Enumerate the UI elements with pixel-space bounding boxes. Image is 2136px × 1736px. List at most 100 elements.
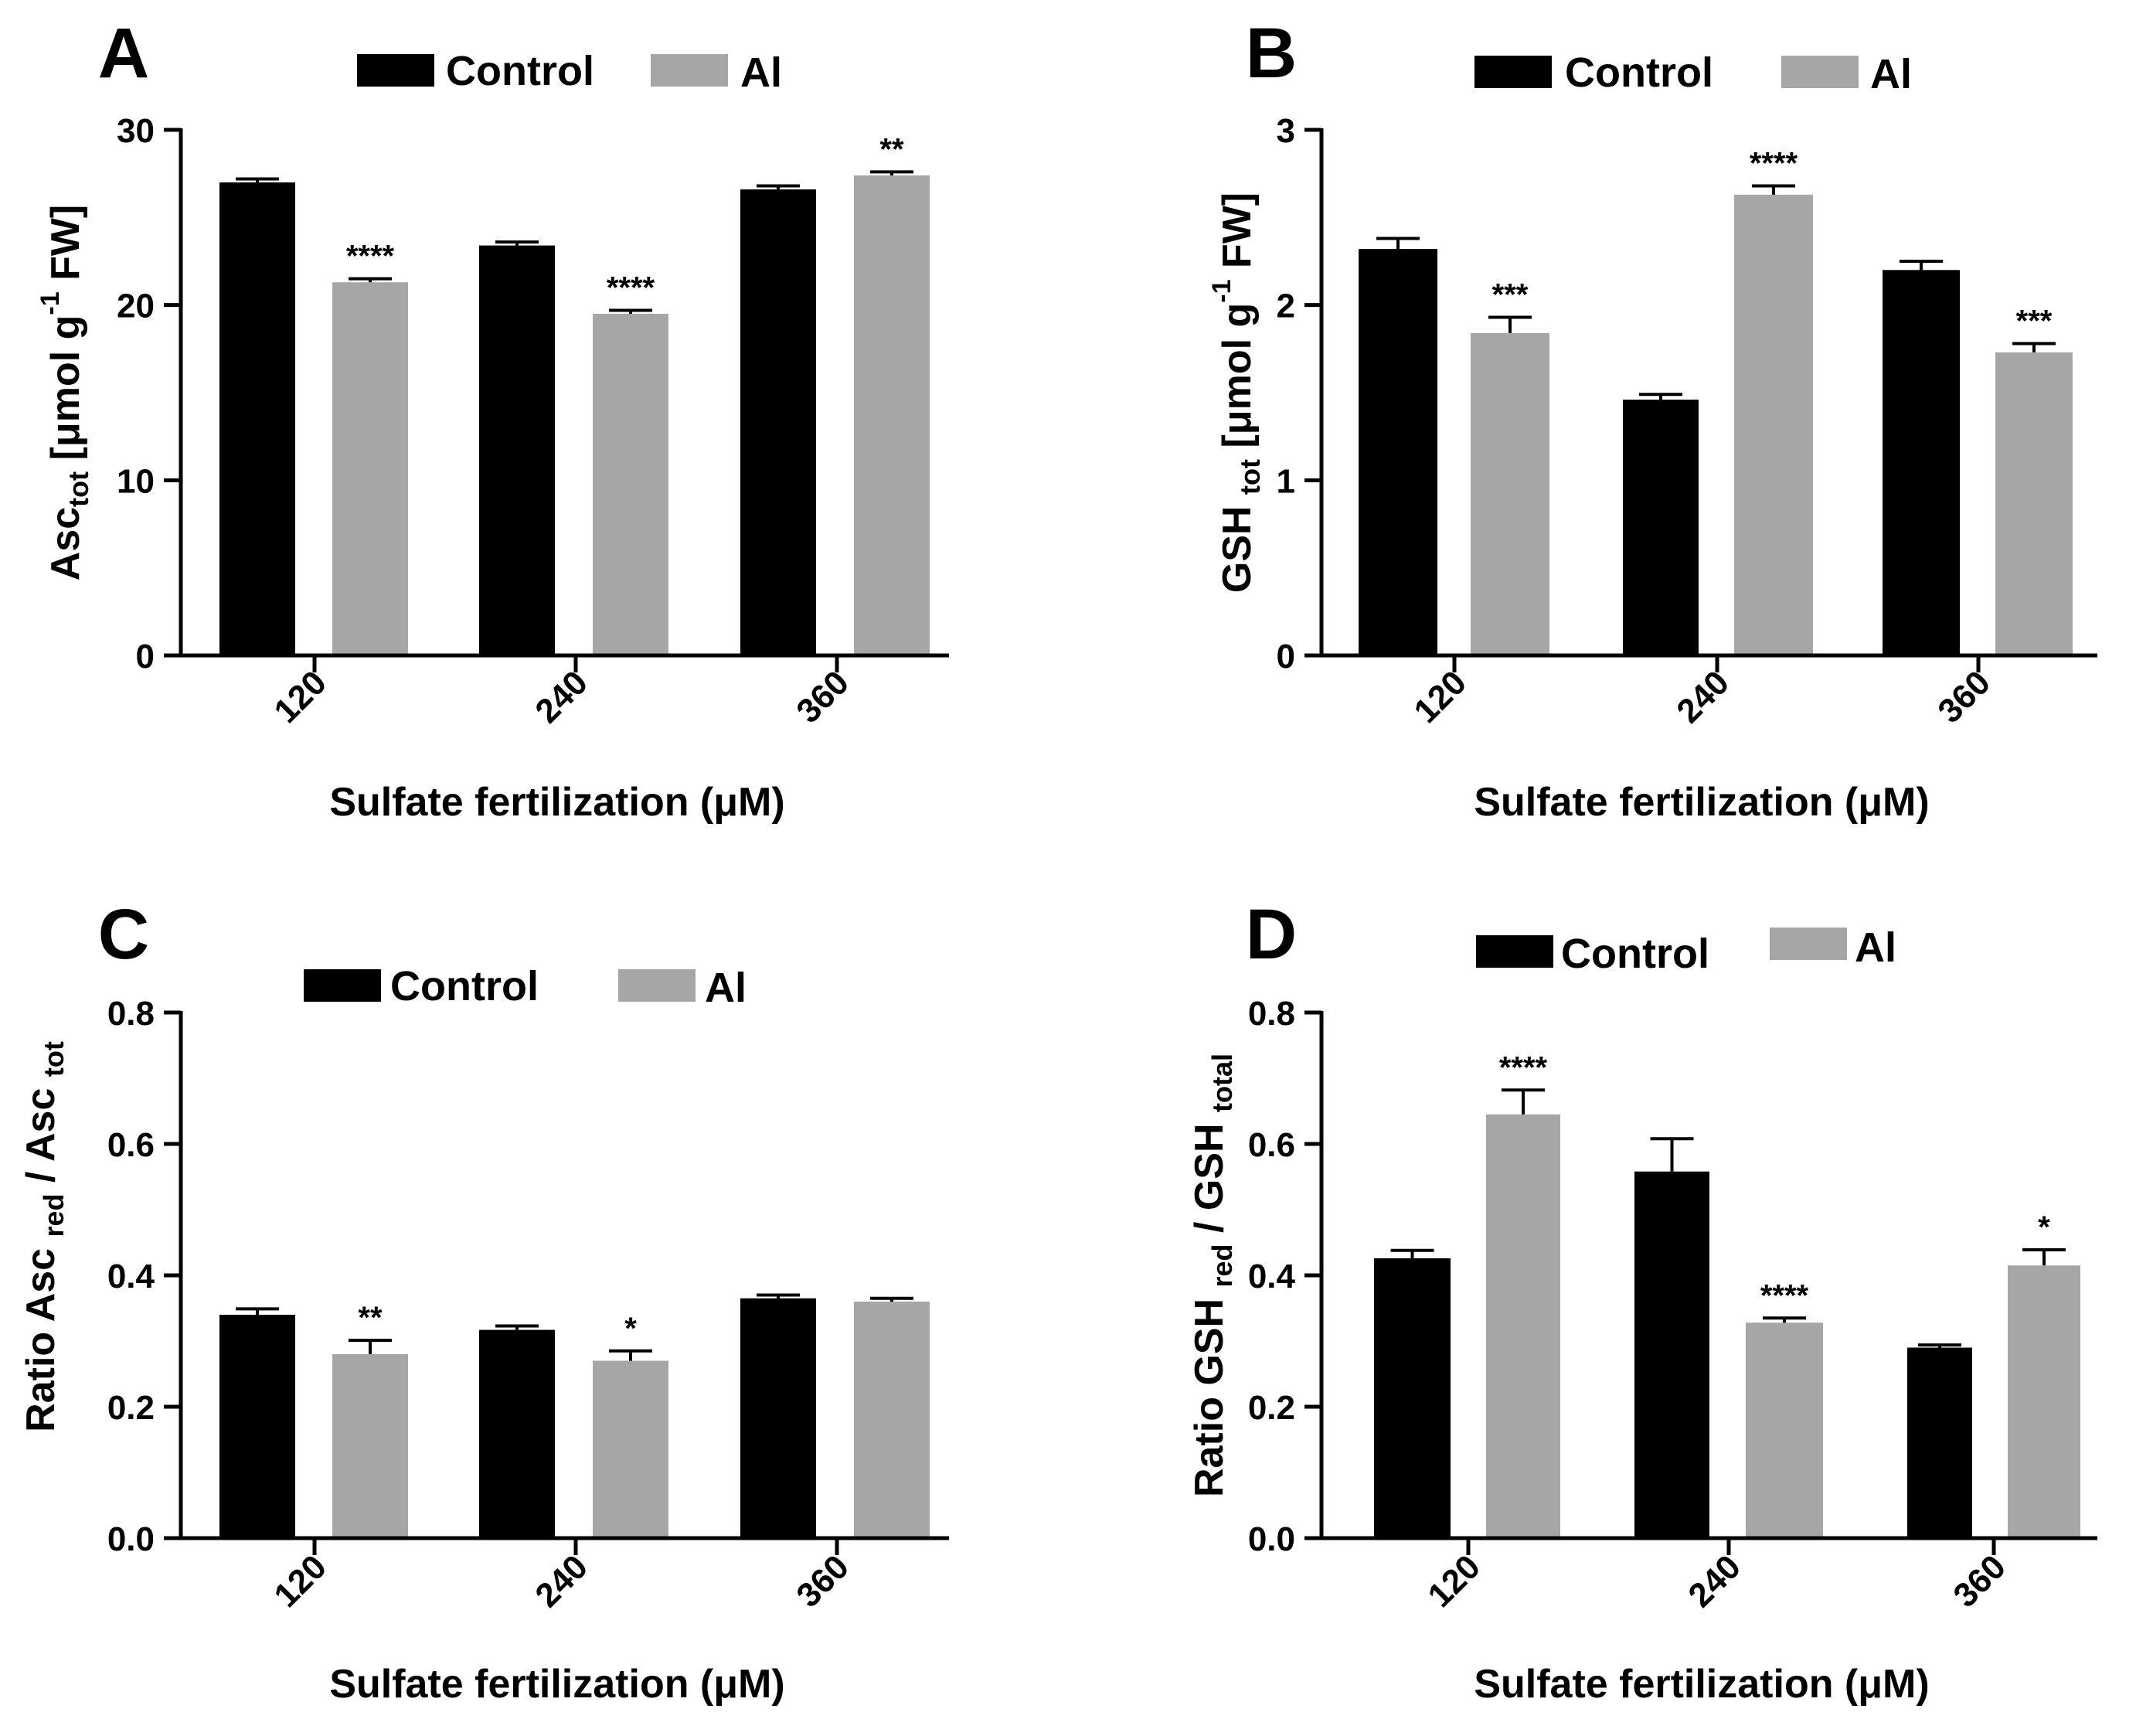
significance-al-240: **** (607, 271, 655, 305)
bar-al-240 (593, 1360, 668, 1538)
x-tick-label-120: 120 (1406, 663, 1474, 730)
x-axis-label: Sulfate fertilization (μM) (329, 1662, 784, 1707)
legend: Control Al (1476, 924, 1896, 977)
significance-al-240: **** (1750, 147, 1798, 181)
y-tick-label: 0 (136, 638, 155, 676)
legend-swatch-al (651, 54, 728, 87)
y-tick-label: 0.4 (1248, 1258, 1296, 1295)
x-axis-label: Sulfate fertilization (μM) (1474, 1662, 1929, 1707)
bar-control-360 (740, 189, 816, 656)
legend-swatch-control (304, 969, 381, 1002)
y-axis-label: GSH tot [μmol g-1 FW] (1207, 192, 1266, 593)
legend-label-control: Control (1561, 931, 1709, 977)
y-tick-label: 0.6 (107, 1126, 155, 1164)
x-tick-label-120: 120 (1420, 1547, 1488, 1615)
panel-letter: D (1246, 895, 1297, 974)
bar-al-360 (1995, 352, 2073, 655)
y-tick-label: 20 (117, 288, 155, 325)
bar-control-360 (1907, 1347, 1972, 1538)
legend-label-control: Control (390, 963, 539, 1009)
y-tick-label: 0.8 (107, 995, 155, 1033)
y-tick-label: 0 (1277, 638, 1295, 676)
significance-al-120: **** (1499, 1050, 1548, 1084)
bar-al-240 (1734, 194, 1813, 655)
legend-label-al: Al (1870, 51, 1912, 97)
bar-al-120 (332, 282, 408, 655)
significance-al-360: ** (879, 132, 904, 166)
x-axis-label: Sulfate fertilization (μM) (1474, 780, 1929, 825)
y-tick-label: 0.8 (1248, 995, 1295, 1033)
legend-label-al: Al (1855, 924, 1896, 971)
y-tick-label: 30 (117, 112, 155, 150)
panel-letter: B (1246, 14, 1297, 93)
bar-control-120 (219, 182, 295, 655)
significance-al-120: **** (346, 240, 395, 274)
y-tick-label: 0.0 (107, 1520, 155, 1558)
bar-al-360 (2008, 1265, 2080, 1538)
x-tick-label-240: 240 (528, 663, 595, 730)
bar-al-240 (1746, 1322, 1823, 1538)
significance-al-240: **** (1760, 1278, 1809, 1312)
bar-al-120 (332, 1354, 408, 1538)
y-tick-label: 0.4 (107, 1258, 155, 1295)
bar-al-360 (854, 175, 930, 655)
y-tick-label: 0.6 (1248, 1126, 1295, 1164)
legend: Control Al (304, 963, 747, 1011)
legend-label-control: Control (1565, 49, 1713, 96)
legend-label-control: Control (446, 48, 594, 94)
bar-al-360 (854, 1302, 930, 1538)
y-axis-label: Ratio GSH red / GSH total (1187, 1054, 1238, 1497)
legend-swatch-control (1476, 935, 1553, 968)
x-tick-label-120: 120 (267, 663, 334, 730)
significance-al-360: * (2038, 1210, 2050, 1244)
significance-al-360: *** (2016, 305, 2053, 339)
legend-swatch-al (618, 969, 696, 1002)
panel-letter: A (98, 14, 149, 93)
y-tick-label: 1 (1277, 462, 1295, 500)
bar-control-240 (1623, 400, 1699, 655)
legend: Control Al (1474, 49, 1912, 97)
x-tick-label-360: 360 (1946, 1547, 2013, 1615)
bar-control-120 (219, 1315, 295, 1538)
bar-al-120 (1486, 1114, 1560, 1538)
x-tick-label-120: 120 (267, 1547, 334, 1615)
bar-control-240 (1634, 1171, 1709, 1538)
x-tick-label-360: 360 (789, 1547, 856, 1615)
x-tick-label-240: 240 (1669, 663, 1736, 730)
x-tick-label-240: 240 (1681, 1547, 1748, 1615)
bar-control-360 (1883, 270, 1960, 655)
bar-control-240 (479, 1329, 555, 1538)
y-axis-label: Asctot [μmol g-1 FW] (36, 205, 94, 580)
y-tick-label: 0.2 (1248, 1389, 1295, 1427)
legend-swatch-control (1474, 56, 1552, 88)
significance-al-120: ** (358, 1301, 383, 1335)
y-axis-label: Ratio Asc red / Asc tot (19, 1041, 70, 1432)
bar-al-120 (1471, 332, 1549, 655)
y-tick-label: 2 (1277, 288, 1295, 325)
x-tick-label-360: 360 (789, 663, 856, 730)
x-tick-label-360: 360 (1930, 663, 1998, 730)
panel-letter: C (98, 895, 149, 974)
x-axis-label: Sulfate fertilization (μM) (329, 780, 784, 825)
legend-swatch-control (357, 54, 434, 87)
y-tick-label: 0.0 (1248, 1520, 1295, 1558)
bar-al-240 (593, 314, 668, 655)
bar-control-240 (479, 245, 555, 656)
bar-control-360 (740, 1298, 816, 1538)
bar-control-120 (1374, 1258, 1451, 1538)
significance-al-240: * (624, 1312, 637, 1346)
y-tick-label: 0.2 (107, 1389, 155, 1427)
legend-label-al: Al (705, 965, 747, 1011)
x-tick-label-240: 240 (528, 1547, 595, 1615)
legend-label-al: Al (740, 49, 782, 96)
significance-al-120: *** (1492, 278, 1529, 312)
y-tick-label: 10 (117, 462, 155, 500)
y-tick-label: 3 (1277, 112, 1295, 150)
bar-control-120 (1359, 249, 1437, 656)
legend-swatch-al (1770, 928, 1847, 960)
legend-swatch-al (1781, 56, 1859, 88)
